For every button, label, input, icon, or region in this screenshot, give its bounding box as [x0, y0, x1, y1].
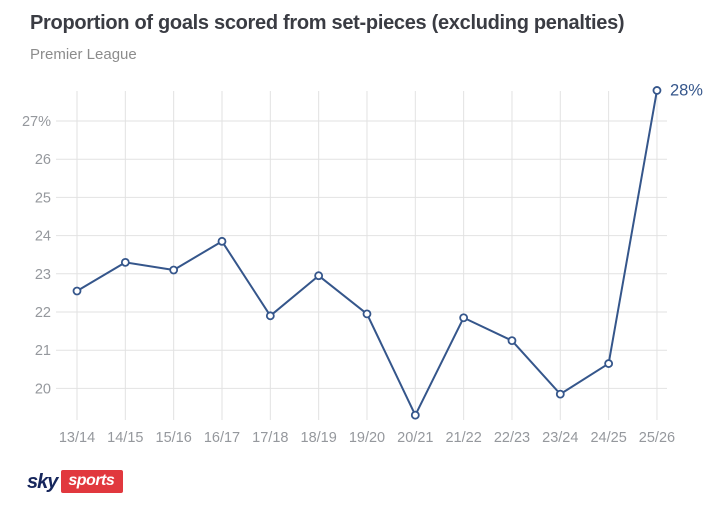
- data-point-marker: [314, 271, 324, 281]
- data-point-marker: [72, 286, 82, 296]
- page-title: Proportion of goals scored from set-piec…: [30, 12, 625, 34]
- data-point-marker: [555, 389, 565, 399]
- x-tick-label: 19/20: [349, 430, 385, 446]
- annotation-label: 28%: [670, 81, 703, 99]
- data-point-marker: [217, 236, 227, 246]
- data-point-marker: [362, 309, 372, 319]
- x-tick-label: 18/19: [301, 430, 337, 446]
- data-point-marker: [507, 336, 517, 346]
- sports-logo-badge: sports: [61, 470, 124, 493]
- x-tick-label: 21/22: [445, 430, 481, 446]
- data-point-marker: [604, 359, 614, 368]
- y-tick-label: 22: [35, 305, 51, 321]
- line-chart: 13/14 14/15 15/16 16/17 17/18 18/19 19/20 20/21…: [0, 78, 720, 460]
- chart-canvas: 13/14 14/15 15/16 16/17 17/18 18/19 19/20 20/21…: [22, 81, 703, 446]
- x-tick-label: 14/15: [107, 430, 143, 446]
- x-tick-label: 23/24: [542, 430, 578, 446]
- x-tick-label: 13/14: [59, 430, 95, 446]
- x-tick-label: 25/26: [639, 430, 675, 446]
- y-tick-label: 21: [35, 343, 51, 359]
- data-point-marker: [120, 257, 130, 267]
- x-tick-label: 24/25: [590, 430, 626, 446]
- x-tick-label: 22/23: [494, 430, 530, 446]
- data-point-marker: [652, 86, 662, 95]
- data-point-marker: [265, 311, 275, 321]
- data-point-marker: [459, 313, 469, 323]
- sky-sports-logo: sky sports: [27, 470, 124, 493]
- data-point-marker: [169, 265, 179, 275]
- y-tick-label: 27%: [22, 114, 51, 130]
- y-tick-label: 25: [35, 190, 51, 206]
- sky-logo-text: sky: [27, 470, 58, 493]
- page-subtitle: Premier League: [30, 46, 137, 63]
- y-tick-label: 20: [35, 381, 51, 397]
- x-tick-label: 15/16: [156, 430, 192, 446]
- y-tick-label: 26: [35, 152, 51, 168]
- x-tick-label: 20/21: [397, 430, 433, 446]
- x-tick-label: 16/17: [204, 430, 240, 446]
- x-tick-label: 17/18: [252, 430, 288, 446]
- data-point-marker: [410, 410, 420, 420]
- y-tick-label: 23: [35, 267, 51, 283]
- y-tick-label: 24: [35, 229, 51, 245]
